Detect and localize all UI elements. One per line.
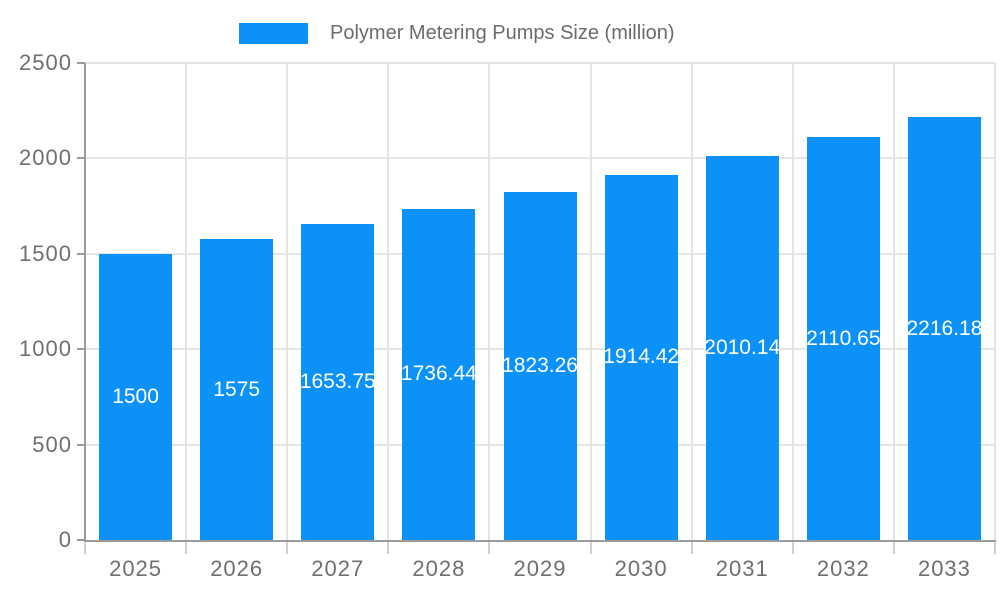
v-gridline: [589, 63, 592, 540]
legend-swatch: [239, 23, 308, 44]
bar-value-label: 1575: [213, 377, 261, 401]
v-gridline: [994, 63, 996, 540]
x-tick-label: 2027: [311, 556, 365, 581]
legend-label: Polymer Metering Pumps Size (million): [330, 22, 675, 44]
bar-value-label: 1653.75: [301, 370, 375, 394]
x-tick-label: 2032: [816, 556, 870, 581]
v-gridline: [488, 63, 491, 540]
bar-value-label: 2010.14: [705, 336, 779, 360]
plot-area: 1500 1575 1653.75 1736.44 1823.26 1914.42 2010…: [85, 62, 996, 540]
v-gridline: [690, 63, 693, 540]
x-tick-label: 2025: [109, 556, 163, 581]
y-axis-tick: [77, 348, 85, 351]
x-axis-tick: [286, 541, 289, 554]
x-axis-tick: [690, 541, 693, 554]
bar-value-label: 2216.18: [907, 316, 981, 340]
y-tick-label: 2500: [19, 50, 72, 75]
bar[interactable]: 1823.26: [503, 192, 577, 540]
y-tick-label: 1500: [19, 240, 72, 266]
bar[interactable]: 1575: [200, 239, 274, 540]
x-tick-label: 2026: [210, 556, 264, 581]
bar-value-label: 1914.42: [604, 345, 678, 369]
y-tick-label: 0: [58, 527, 72, 552]
v-gridline: [791, 63, 794, 540]
h-gridline: [85, 157, 995, 160]
x-tick-label: 2031: [715, 556, 769, 581]
bar-value-label: 1736.44: [402, 362, 476, 386]
bar[interactable]: 1653.75: [301, 224, 375, 540]
x-axis-tick: [185, 541, 188, 554]
x-axis-tick: [589, 541, 592, 554]
y-axis-tick: [77, 252, 85, 255]
x-axis-tick: [84, 541, 86, 554]
bar-value-label: 1500: [112, 384, 159, 408]
bar[interactable]: 1736.44: [402, 208, 476, 540]
x-axis-tick: [791, 541, 794, 554]
y-axis-tick: [77, 539, 85, 541]
y-axis-line: [84, 63, 86, 542]
y-axis-tick: [77, 443, 85, 446]
y-axis-tick: [77, 157, 85, 160]
bar[interactable]: 2110.65: [806, 137, 880, 540]
bar[interactable]: 1500: [99, 253, 173, 540]
h-gridline: [85, 62, 995, 64]
x-tick-label: 2033: [917, 556, 971, 581]
y-tick-label: 2000: [19, 145, 72, 171]
chart-legend[interactable]: Polymer Metering Pumps Size (million): [239, 22, 675, 45]
y-axis-tick: [77, 62, 85, 64]
x-tick-label: 2030: [614, 556, 668, 581]
v-gridline: [286, 63, 289, 540]
bar-value-label: 2110.65: [806, 326, 880, 350]
x-axis-tick: [488, 541, 491, 554]
y-tick-label: 500: [32, 431, 72, 457]
bar-value-label: 1823.26: [503, 354, 577, 378]
bar[interactable]: 2216.18: [907, 117, 981, 540]
x-axis-line: [84, 540, 996, 542]
v-gridline: [892, 63, 895, 540]
x-tick-label: 2028: [412, 556, 466, 581]
x-axis-tick: [892, 541, 895, 554]
bar[interactable]: 1914.42: [604, 174, 678, 540]
y-tick-label: 1000: [19, 336, 72, 362]
v-gridline: [387, 63, 390, 540]
x-tick-label: 2029: [513, 556, 567, 581]
x-axis-tick: [994, 541, 996, 554]
bar[interactable]: 2010.14: [705, 156, 779, 540]
x-axis-tick: [387, 541, 390, 554]
v-gridline: [185, 63, 188, 540]
